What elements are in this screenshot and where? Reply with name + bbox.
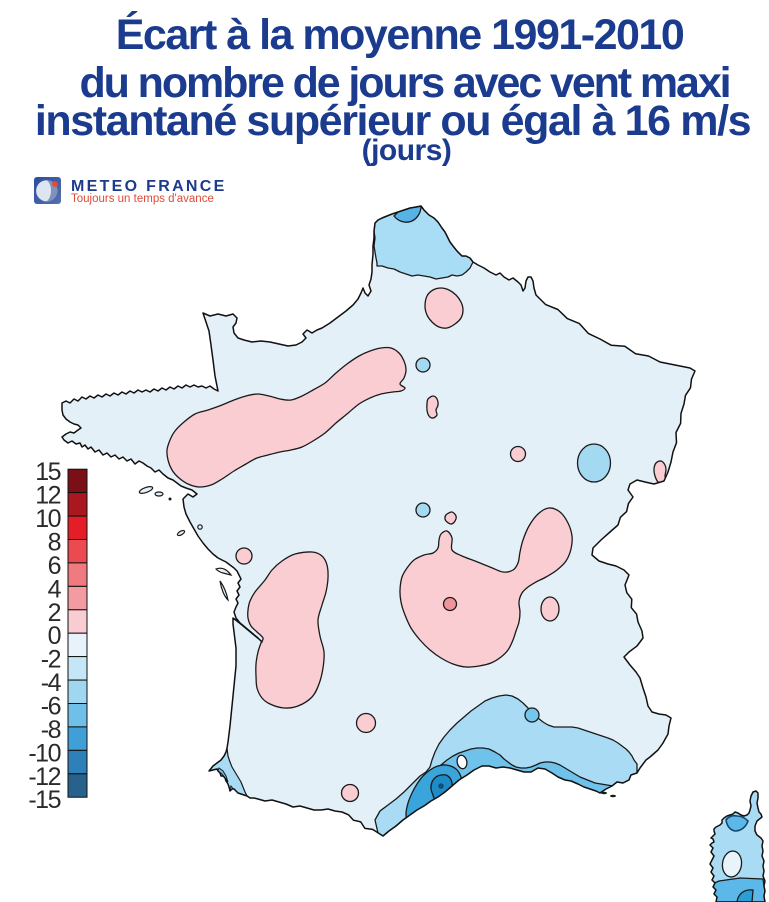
svg-text:-15: -15 [28,786,60,814]
svg-text:12: 12 [35,482,60,510]
svg-text:4: 4 [48,575,62,603]
svg-text:6: 6 [48,552,61,580]
svg-text:-6: -6 [41,693,61,721]
svg-text:15: 15 [35,458,60,486]
svg-text:8: 8 [48,529,61,557]
svg-text:-4: -4 [41,669,62,697]
svg-text:10: 10 [35,505,60,533]
svg-text:0: 0 [48,622,61,650]
svg-text:-8: -8 [41,716,61,744]
svg-text:2: 2 [48,599,61,627]
svg-text:-10: -10 [28,739,60,767]
svg-text:-2: -2 [41,646,61,674]
svg-text:-12: -12 [28,763,60,791]
